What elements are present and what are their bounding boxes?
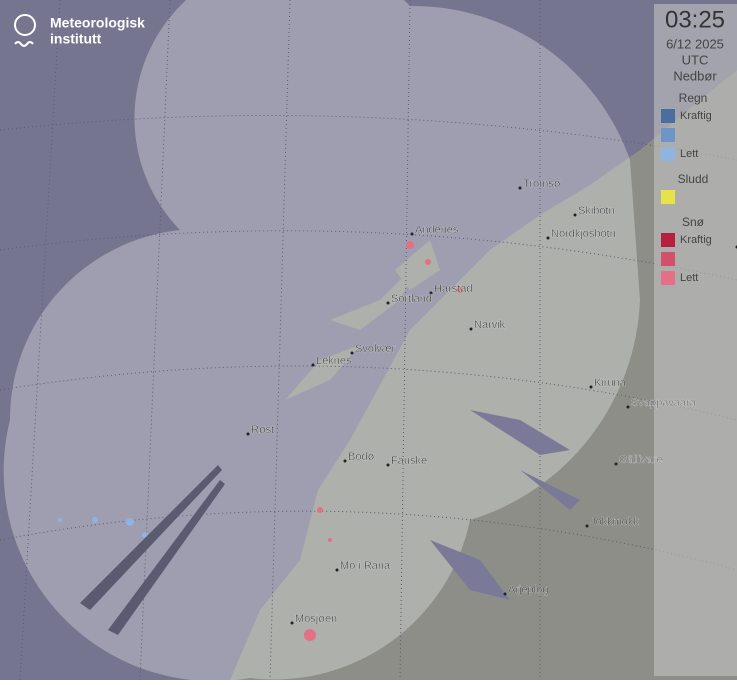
place-dot (627, 406, 630, 409)
place-label: Jokkmokk (590, 516, 639, 528)
logo-text: Meteorologisk (50, 15, 145, 31)
place-dot (247, 433, 250, 436)
place-dot (504, 593, 507, 596)
legend-item-label: Lett (680, 148, 698, 160)
place-label: Mosjøen (295, 613, 337, 625)
place-dot (547, 237, 550, 240)
legend-swatch (661, 252, 675, 266)
place-dot (586, 525, 589, 528)
legend-time: 03:25 (665, 6, 725, 33)
place-dot (519, 187, 522, 190)
place-label: Skibotn (578, 205, 615, 217)
legend-swatch (661, 233, 675, 247)
place-dot (574, 214, 577, 217)
place-label: Andenes (415, 224, 459, 236)
legend-group-title: Snø (682, 215, 705, 229)
legend-item-label: Kraftig (680, 110, 712, 122)
place-label: Røst (251, 424, 274, 436)
legend-timezone: UTC (682, 52, 709, 67)
legend-item-label: Lett (680, 272, 698, 284)
place-label: Fauske (391, 455, 427, 467)
place-dot (590, 386, 593, 389)
place-dot (411, 233, 414, 236)
place-label: Nordkjosbotn (551, 228, 616, 240)
legend-swatch (661, 190, 675, 204)
place-label: Leknes (316, 355, 352, 367)
place-label: Sortland (391, 293, 432, 305)
place-label: Svolvær (355, 343, 396, 355)
place-dot (291, 622, 294, 625)
place-dot (615, 463, 618, 466)
place-label: Gällivare (619, 454, 662, 466)
place-label: Tromsø (523, 178, 561, 190)
place-label: Bodø (348, 451, 375, 463)
legend-swatch (661, 147, 675, 161)
place-dot (312, 364, 315, 367)
legend-swatch (661, 109, 675, 123)
place-label: Arjeplog (508, 584, 548, 596)
legend-date: 6/12 2025 (666, 36, 724, 51)
legend-group-title: Regn (679, 91, 708, 105)
place-label: Kiruna (594, 377, 627, 389)
legend-item-label: Kraftig (680, 234, 712, 246)
legend-swatch (661, 128, 675, 142)
place-label: Harstad (434, 283, 473, 295)
place-dot (387, 302, 390, 305)
place-dot (387, 464, 390, 467)
place-dot (344, 460, 347, 463)
place-label: Narvik (474, 319, 506, 331)
place-dot (336, 569, 339, 572)
logo-text: institutt (50, 31, 102, 47)
place-dot (470, 328, 473, 331)
legend-swatch (661, 271, 675, 285)
place-label: Mo i Rana (340, 560, 391, 572)
legend-title: Nedbør (673, 68, 717, 83)
legend-group-title: Sludd (678, 172, 709, 186)
place-label: Svappavaara (631, 397, 697, 409)
